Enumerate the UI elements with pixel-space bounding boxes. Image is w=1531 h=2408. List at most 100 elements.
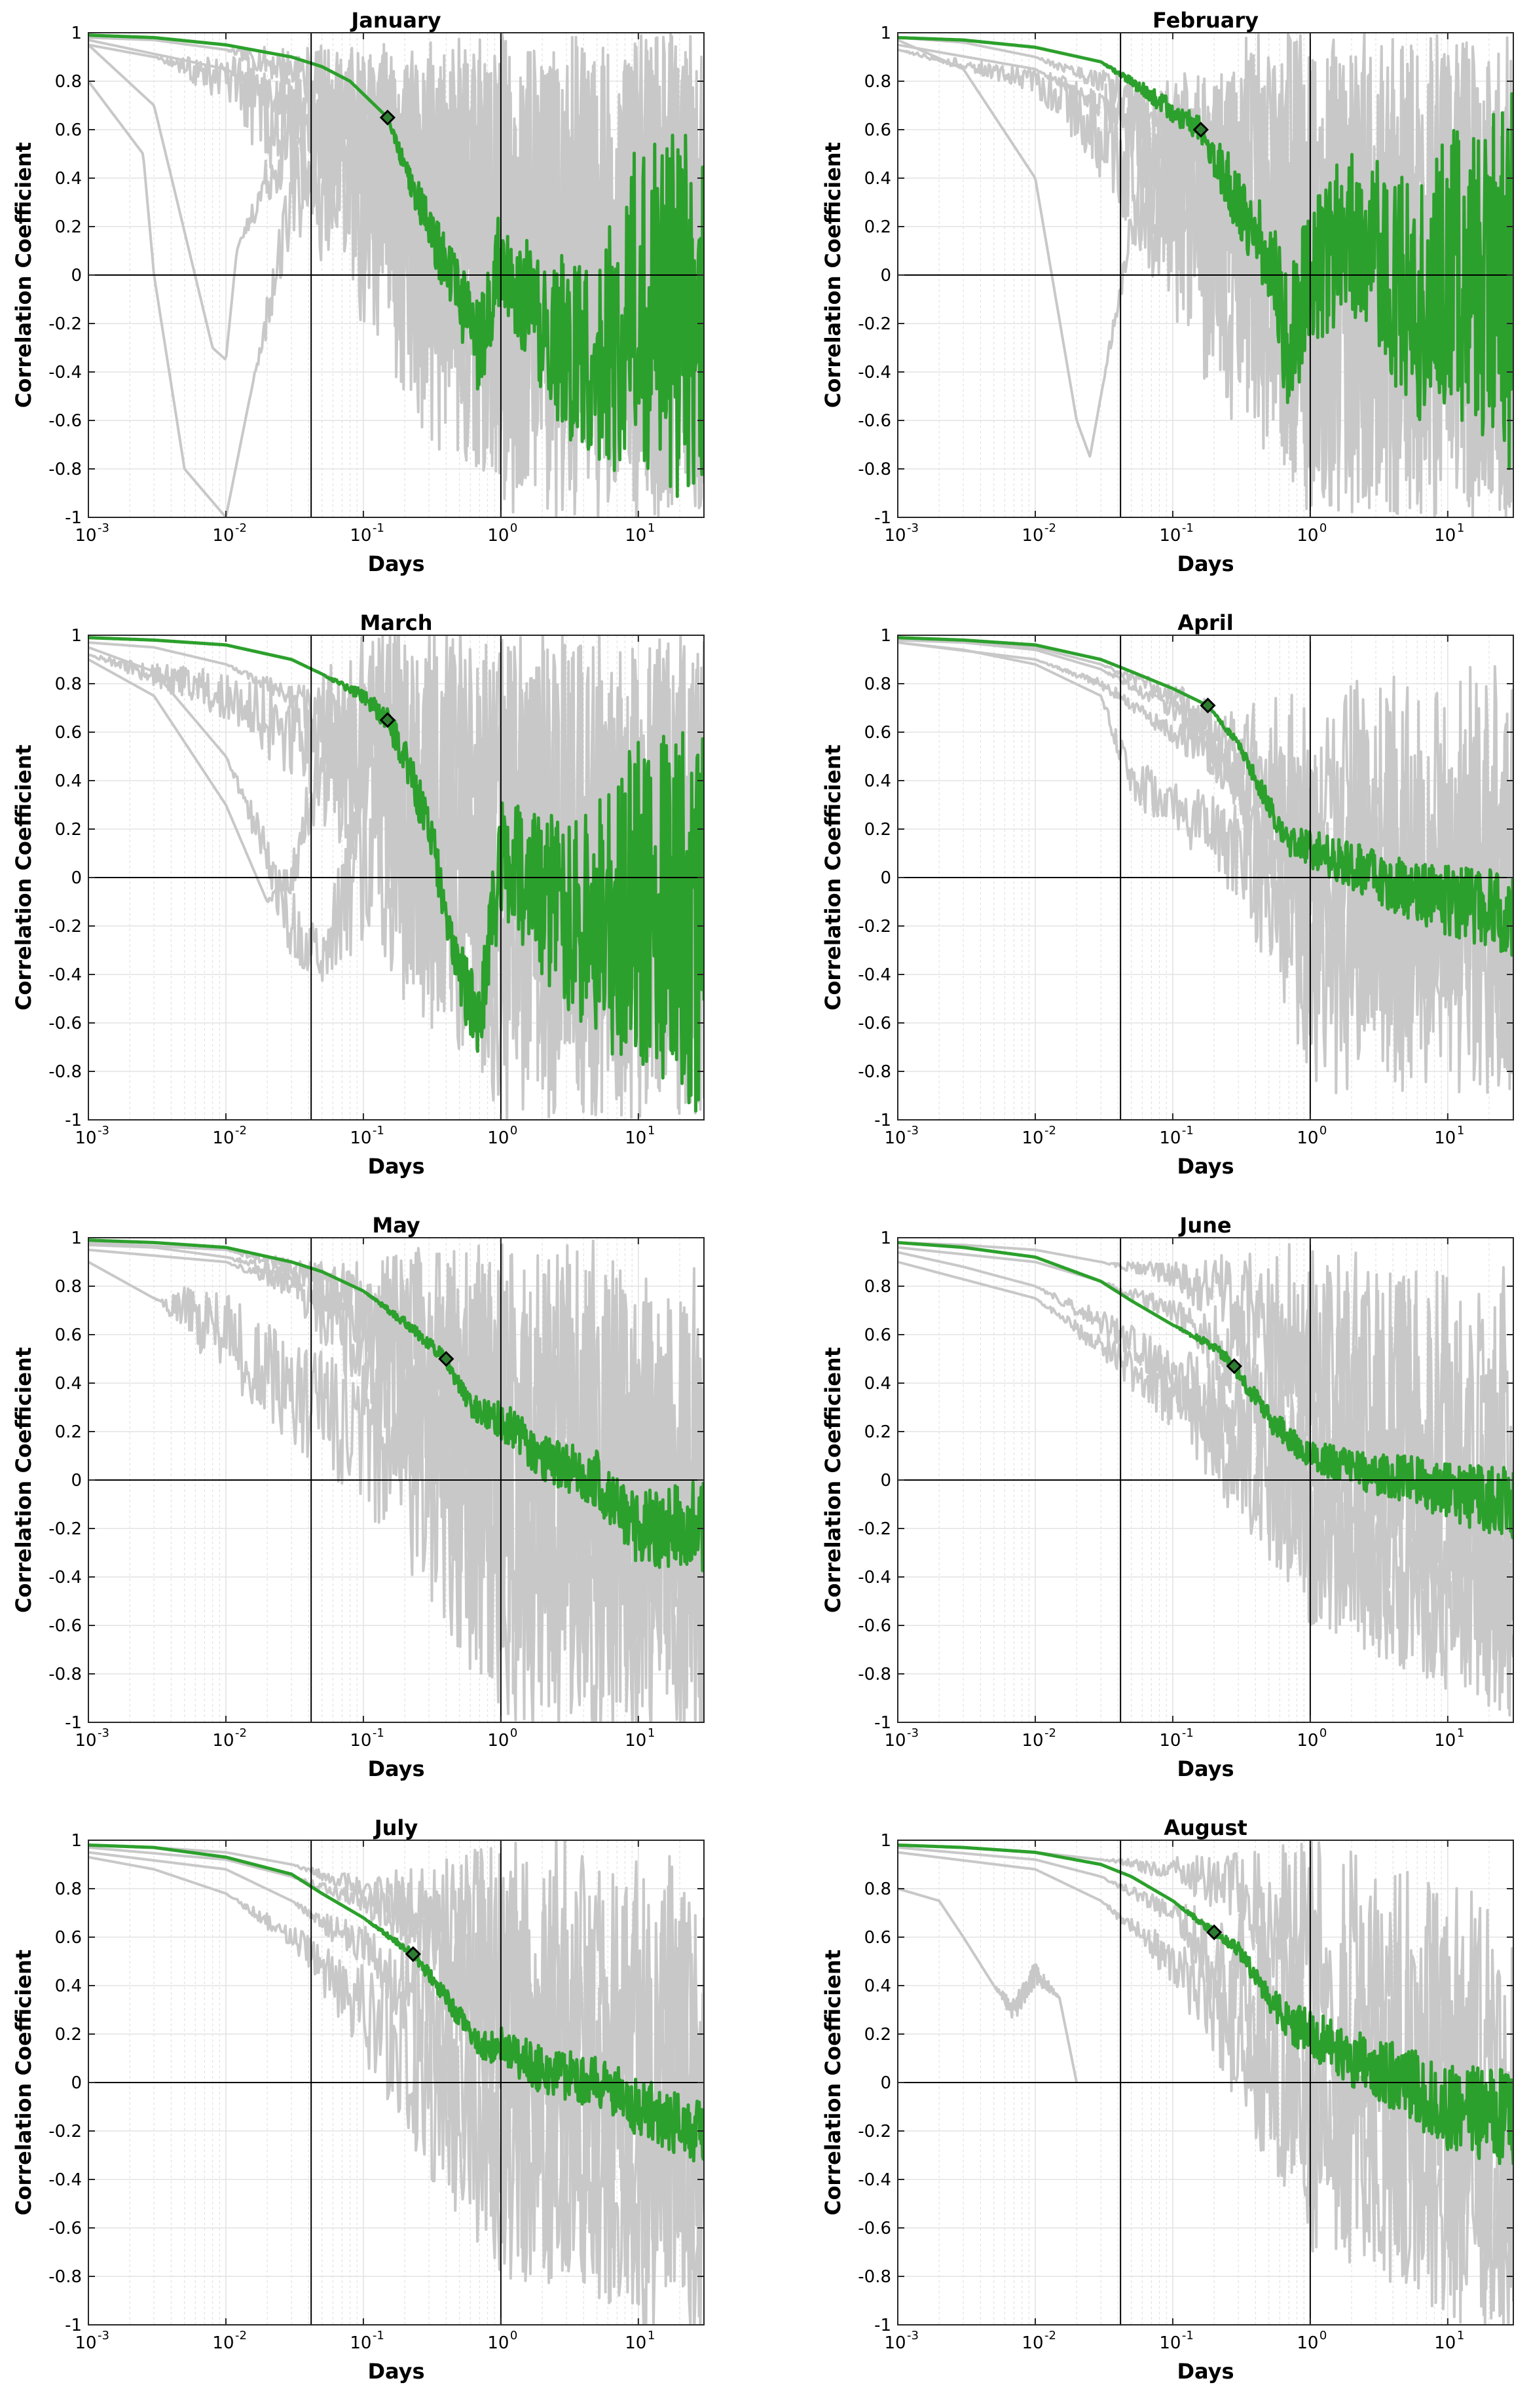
series-line-highlight xyxy=(88,1843,704,2163)
x-tick-label-exponent: 0 xyxy=(510,1124,517,1138)
x-tick-label-exponent: 1 xyxy=(648,1124,655,1138)
series-line-other xyxy=(88,35,704,517)
series-line-other xyxy=(88,1239,704,1722)
x-tick-label-exponent: -1 xyxy=(373,521,384,535)
y-tick-label: 0.6 xyxy=(864,1928,891,1948)
y-tick-label: 0 xyxy=(880,266,891,286)
x-tick-label: 10 xyxy=(487,1128,509,1148)
y-tick-label: -0.8 xyxy=(48,1062,82,1082)
y-tick-label: 1 xyxy=(71,626,82,646)
x-axis-label: Days xyxy=(367,1756,424,1781)
series-line-highlight xyxy=(898,35,1513,470)
y-tick-label: -0.4 xyxy=(858,2170,891,2190)
y-axis-label: Correlation Coefficient xyxy=(11,142,36,408)
y-tick-label: 0 xyxy=(880,868,891,888)
y-tick-label: 0.2 xyxy=(864,1422,891,1442)
y-tick-label: -0.6 xyxy=(48,1014,82,1033)
x-tick-label-exponent: -3 xyxy=(907,2329,919,2343)
y-tick-label: 0.6 xyxy=(864,723,891,743)
panel-title: July xyxy=(373,1815,418,1840)
data-marker xyxy=(1192,121,1209,138)
y-axis-label: Correlation Coefficient xyxy=(821,142,845,408)
x-tick-label: 10 xyxy=(75,526,96,546)
y-tick-label: 0.6 xyxy=(55,723,82,743)
y-tick-label: 0.8 xyxy=(864,1880,891,1899)
series-line-other xyxy=(88,1261,704,1722)
x-tick-label-exponent: -3 xyxy=(98,2329,109,2343)
x-tick-label-exponent: -2 xyxy=(235,2329,247,2343)
x-tick-label: 10 xyxy=(884,1731,906,1750)
panel-title: June xyxy=(1178,1213,1231,1238)
y-tick-label: 1 xyxy=(71,1831,82,1851)
x-tick-label: 10 xyxy=(487,526,509,546)
y-tick-label: -0.2 xyxy=(48,314,82,334)
series-line-other xyxy=(898,641,1513,1094)
y-tick-label: 1 xyxy=(880,1831,891,1851)
data-marker xyxy=(379,109,396,126)
y-tick-label: -1 xyxy=(65,508,82,528)
y-tick-label: -0.8 xyxy=(858,1665,891,1684)
x-axis-label: Days xyxy=(367,1154,424,1179)
x-tick-label: 10 xyxy=(1022,1731,1043,1750)
x-tick-label: 10 xyxy=(625,1128,646,1148)
panel-title: January xyxy=(350,8,441,33)
panel-title: August xyxy=(1164,1815,1247,1840)
x-tick-label: 10 xyxy=(350,2333,371,2353)
x-tick-label-exponent: -3 xyxy=(907,521,919,535)
y-tick-label: 0.8 xyxy=(55,72,82,92)
x-tick-label-exponent: -1 xyxy=(1182,2329,1194,2343)
y-tick-label: 0.8 xyxy=(55,1880,82,1899)
x-tick-label-exponent: 0 xyxy=(1319,2329,1327,2343)
series-line-other xyxy=(898,1261,1513,1710)
y-tick-label: 0.2 xyxy=(864,2025,891,2045)
x-tick-label: 10 xyxy=(1159,526,1181,546)
x-tick-label-exponent: 1 xyxy=(648,1726,655,1740)
x-tick-label-exponent: 1 xyxy=(1457,2329,1464,2343)
y-tick-label: -0.2 xyxy=(858,917,891,936)
y-axis-label: Correlation Coefficient xyxy=(11,1347,36,1613)
y-tick-label: -0.6 xyxy=(858,1616,891,1636)
y-tick-label: 0.4 xyxy=(864,169,891,189)
x-tick-label: 10 xyxy=(212,526,234,546)
y-tick-label: 0.8 xyxy=(55,1277,82,1297)
series-line-other xyxy=(898,639,1513,1014)
y-tick-label: 0.2 xyxy=(864,820,891,840)
y-tick-label: -0.4 xyxy=(858,363,891,382)
y-tick-label: -0.4 xyxy=(48,363,82,382)
y-tick-label: 0.2 xyxy=(55,2025,82,2045)
y-tick-label: -0.6 xyxy=(858,411,891,431)
x-tick-label: 10 xyxy=(1434,526,1456,546)
y-tick-label: -0.8 xyxy=(48,460,82,479)
x-tick-label-exponent: -1 xyxy=(1182,1726,1194,1740)
y-tick-label: 0.6 xyxy=(55,120,82,140)
y-tick-label: -0.8 xyxy=(858,1062,891,1082)
y-tick-label: -0.2 xyxy=(48,1519,82,1539)
y-tick-label: 0.4 xyxy=(55,771,82,791)
x-tick-label: 10 xyxy=(884,1128,906,1148)
series-line-highlight xyxy=(88,636,704,1113)
y-tick-label: 0.6 xyxy=(864,120,891,140)
x-tick-label: 10 xyxy=(884,526,906,546)
y-tick-label: 0.4 xyxy=(864,1976,891,1996)
y-tick-label: 1 xyxy=(71,24,82,43)
x-axis-label: Days xyxy=(1177,1756,1234,1781)
x-tick-label-exponent: -2 xyxy=(1044,2329,1056,2343)
series-line-other xyxy=(88,1241,704,1695)
panel-title: April xyxy=(1177,610,1233,635)
series-line-other xyxy=(88,1855,704,2325)
series-line-other xyxy=(88,1846,704,2248)
y-tick-label: 0 xyxy=(71,2073,82,2093)
x-tick-label-exponent: -3 xyxy=(98,1124,109,1138)
x-tick-label-exponent: 0 xyxy=(510,1726,517,1740)
x-tick-label: 10 xyxy=(1434,1128,1456,1148)
y-tick-label: -1 xyxy=(874,1111,891,1130)
y-tick-label: 0.4 xyxy=(55,169,82,189)
plot-area xyxy=(88,1840,704,2325)
x-tick-label-exponent: -2 xyxy=(1044,1726,1056,1740)
x-axis-label: Days xyxy=(1177,2359,1234,2384)
y-tick-label: 0.8 xyxy=(864,675,891,694)
data-marker xyxy=(1200,697,1216,714)
y-tick-label: -0.4 xyxy=(858,1568,891,1587)
